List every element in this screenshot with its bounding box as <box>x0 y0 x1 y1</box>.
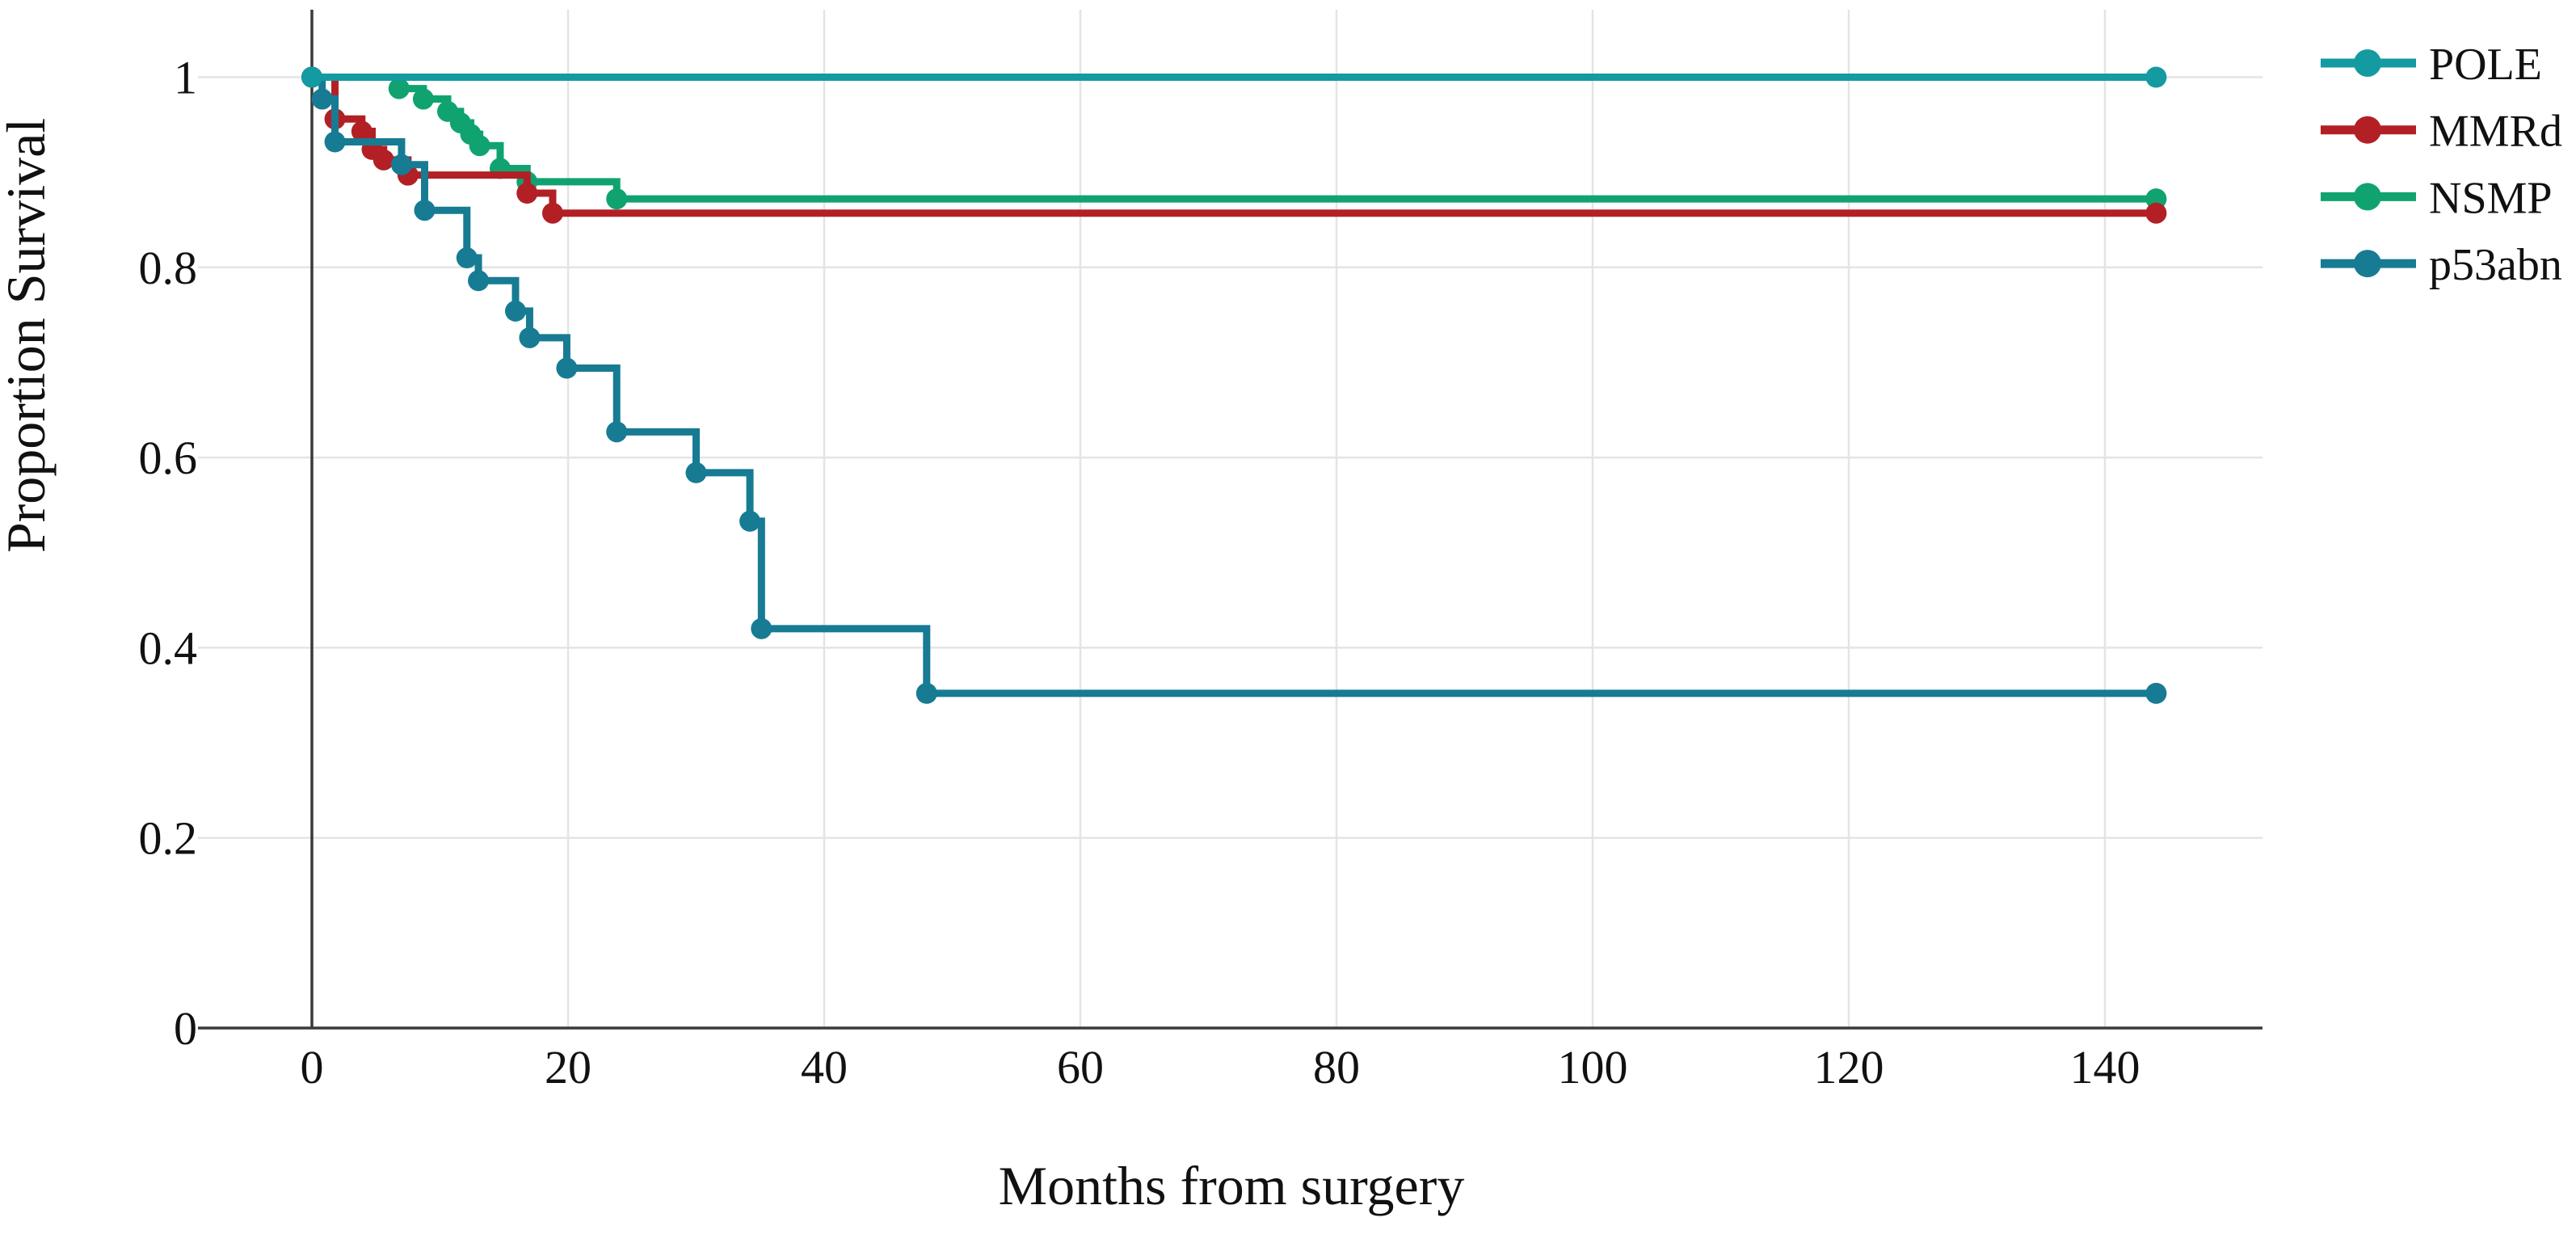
legend-label: NSMP <box>2429 173 2553 223</box>
x-tick-label: 60 <box>1057 1041 1104 1093</box>
marker-p53abn <box>414 200 436 221</box>
x-axis-title: Months from surgery <box>999 1155 1465 1216</box>
y-axis-title: Proportion Survival <box>0 118 57 553</box>
x-tick-label: 100 <box>1558 1041 1628 1093</box>
x-tick-label: 120 <box>1814 1041 1884 1093</box>
legend: POLE MMRd NSMP p53abn <box>2321 40 2562 290</box>
marker-p53abn <box>324 131 346 153</box>
y-tick-label: 0.8 <box>139 242 198 294</box>
marker-POLE <box>2145 66 2167 88</box>
tick-labels: 0 20 40 60 80 100 120 140 0 0.2 0.4 0.6 0.8 1 <box>139 52 2140 1094</box>
marker-p53abn <box>2145 682 2167 704</box>
y-tick-label: 0.4 <box>139 622 198 674</box>
marker-p53abn <box>685 461 707 483</box>
marker-p53abn <box>519 327 541 348</box>
marker-p53abn <box>751 617 772 639</box>
marker-p53abn <box>390 154 412 175</box>
y-tick-label: 1 <box>174 52 197 104</box>
x-tick-label: 0 <box>301 1041 324 1093</box>
curve-NSMP <box>312 74 2157 203</box>
marker-MMRd <box>516 183 538 204</box>
curve-p53abn <box>312 74 2157 697</box>
marker-POLE <box>301 66 322 88</box>
legend-label: POLE <box>2429 40 2542 90</box>
legend-item-POLE: POLE <box>2321 40 2542 90</box>
legend-item-p53abn: p53abn <box>2321 240 2562 290</box>
marker-p53abn <box>311 88 333 110</box>
y-tick-label: 0.2 <box>139 812 198 865</box>
legend-dot-icon <box>2354 250 2381 278</box>
legend-item-NSMP: NSMP <box>2321 173 2553 223</box>
x-tick-label: 80 <box>1313 1041 1360 1093</box>
axes <box>198 10 2262 1030</box>
marker-MMRd <box>373 149 394 171</box>
legend-dot-icon <box>2354 49 2381 77</box>
x-tick-label: 140 <box>2070 1041 2140 1093</box>
marker-p53abn <box>505 300 527 322</box>
marker-NSMP <box>388 78 410 99</box>
marker-p53abn <box>739 510 761 532</box>
marker-NSMP <box>469 135 490 157</box>
marker-p53abn <box>915 682 937 704</box>
curve-MMRd <box>312 74 2157 217</box>
marker-NSMP <box>606 188 628 210</box>
y-tick-label: 0.6 <box>139 432 198 484</box>
marker-p53abn <box>456 247 478 269</box>
survival-curves <box>301 66 2167 704</box>
legend-item-MMRd: MMRd <box>2321 107 2562 157</box>
legend-dot-icon <box>2354 183 2381 211</box>
marker-NSMP <box>412 88 434 110</box>
marker-MMRd <box>351 120 373 142</box>
x-tick-label: 40 <box>801 1041 848 1093</box>
legend-label: p53abn <box>2429 240 2562 290</box>
x-tick-label: 20 <box>545 1041 591 1093</box>
marker-p53abn <box>468 270 490 292</box>
y-tick-label: 0 <box>174 1002 197 1055</box>
marker-p53abn <box>556 357 578 379</box>
legend-dot-icon <box>2354 116 2381 144</box>
legend-label: MMRd <box>2429 107 2562 157</box>
marker-MMRd <box>541 202 563 224</box>
marker-p53abn <box>606 421 628 443</box>
marker-MMRd <box>2145 202 2167 224</box>
